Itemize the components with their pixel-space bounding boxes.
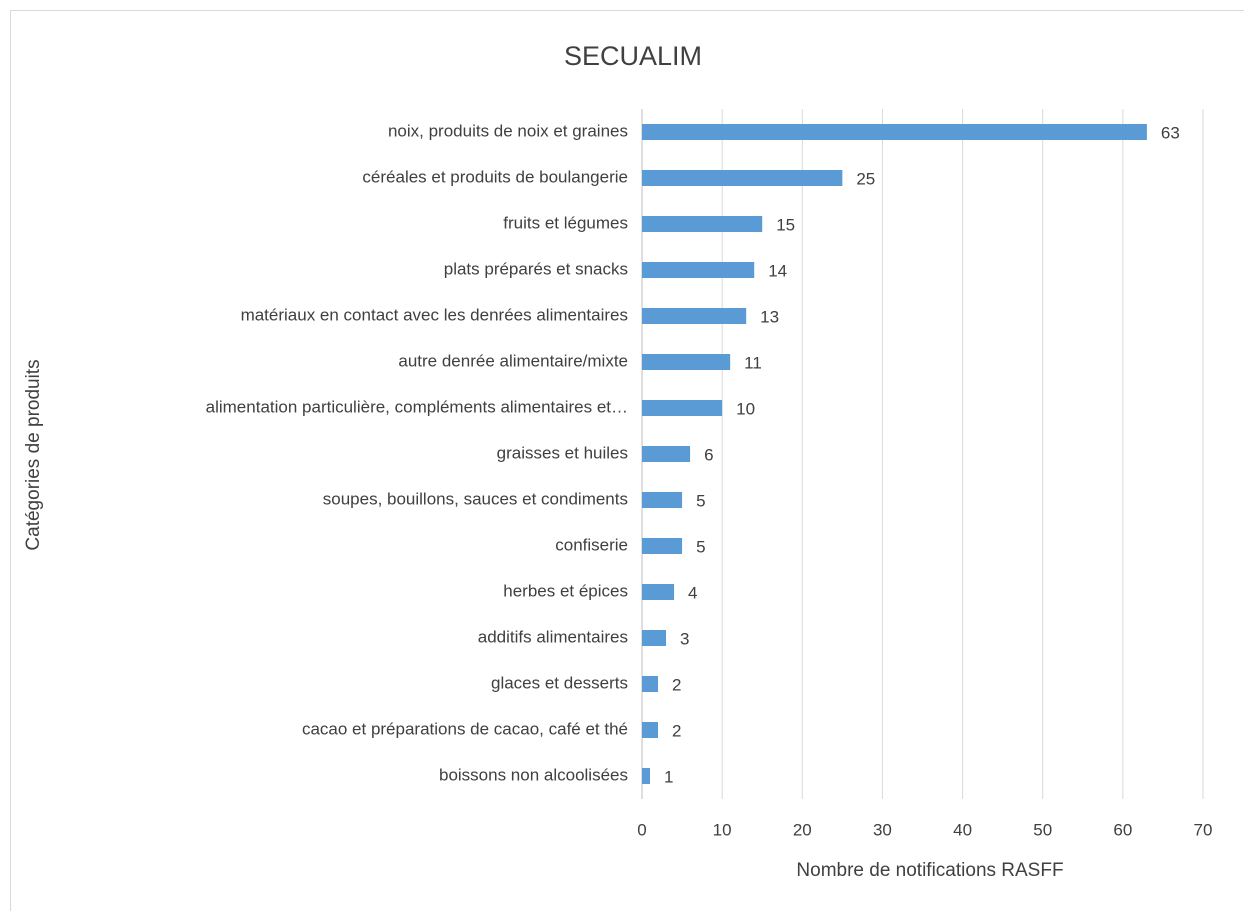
bar [642, 308, 747, 324]
bar [642, 446, 691, 462]
data-label: 5 [696, 491, 705, 510]
y-tick-label: boissons non alcoolisées [439, 765, 628, 784]
y-tick-label: graisses et huiles [497, 443, 628, 462]
x-tick-label: 40 [953, 820, 972, 839]
bar [642, 584, 675, 600]
bar [642, 676, 659, 692]
y-tick-label: soupes, bouillons, sauces et condiments [323, 489, 628, 508]
data-label: 5 [696, 537, 705, 556]
data-label: 14 [768, 261, 787, 280]
data-label: 25 [856, 169, 875, 188]
data-label: 10 [736, 399, 755, 418]
y-tick-label: additifs alimentaires [478, 627, 628, 646]
bar [642, 400, 723, 416]
x-tick-label: 0 [637, 820, 646, 839]
y-tick-label: alimentation particulière, compléments a… [206, 397, 628, 416]
chart-border [10, 10, 1244, 911]
bar [642, 354, 731, 370]
data-label: 6 [704, 445, 713, 464]
y-tick-label: plats préparés et snacks [444, 259, 628, 278]
y-tick-label: céréales et produits de boulangerie [362, 167, 628, 186]
y-tick-label: cacao et préparations de cacao, café et … [302, 719, 628, 738]
x-tick-label: 20 [793, 820, 812, 839]
bar [642, 492, 683, 508]
data-label: 11 [744, 353, 762, 372]
y-tick-label: herbes et épices [503, 581, 628, 600]
bar [642, 630, 667, 646]
y-tick-label: autre denrée alimentaire/mixte [398, 351, 628, 370]
y-axis-label: Catégories de produits [23, 359, 44, 550]
bar [642, 768, 651, 784]
x-tick-label: 30 [873, 820, 892, 839]
x-tick-label: 60 [1113, 820, 1132, 839]
data-label: 4 [688, 583, 697, 602]
y-tick-label: fruits et légumes [503, 213, 628, 232]
data-label: 63 [1161, 123, 1180, 142]
bar [642, 262, 755, 278]
data-label: 1 [664, 767, 673, 786]
y-tick-label: glaces et desserts [491, 673, 628, 692]
data-label: 2 [672, 675, 681, 694]
bar [642, 538, 683, 554]
x-tick-label: 10 [713, 820, 732, 839]
bar [642, 170, 843, 186]
x-tick-label: 70 [1194, 820, 1213, 839]
bar [642, 216, 763, 232]
data-label: 15 [776, 215, 795, 234]
x-tick-label: 50 [1033, 820, 1052, 839]
y-tick-label: confiserie [555, 535, 628, 554]
bar [642, 722, 659, 738]
data-label: 3 [680, 629, 689, 648]
bar [642, 124, 1147, 140]
data-label: 13 [760, 307, 779, 326]
x-axis-label: Nombre de notifications RASFF [796, 860, 1063, 881]
y-tick-label: matériaux en contact avec les denrées al… [241, 305, 628, 324]
chart-title: SECUALIM [564, 41, 702, 71]
data-label: 2 [672, 721, 681, 740]
y-tick-label: noix, produits de noix et graines [388, 121, 628, 140]
